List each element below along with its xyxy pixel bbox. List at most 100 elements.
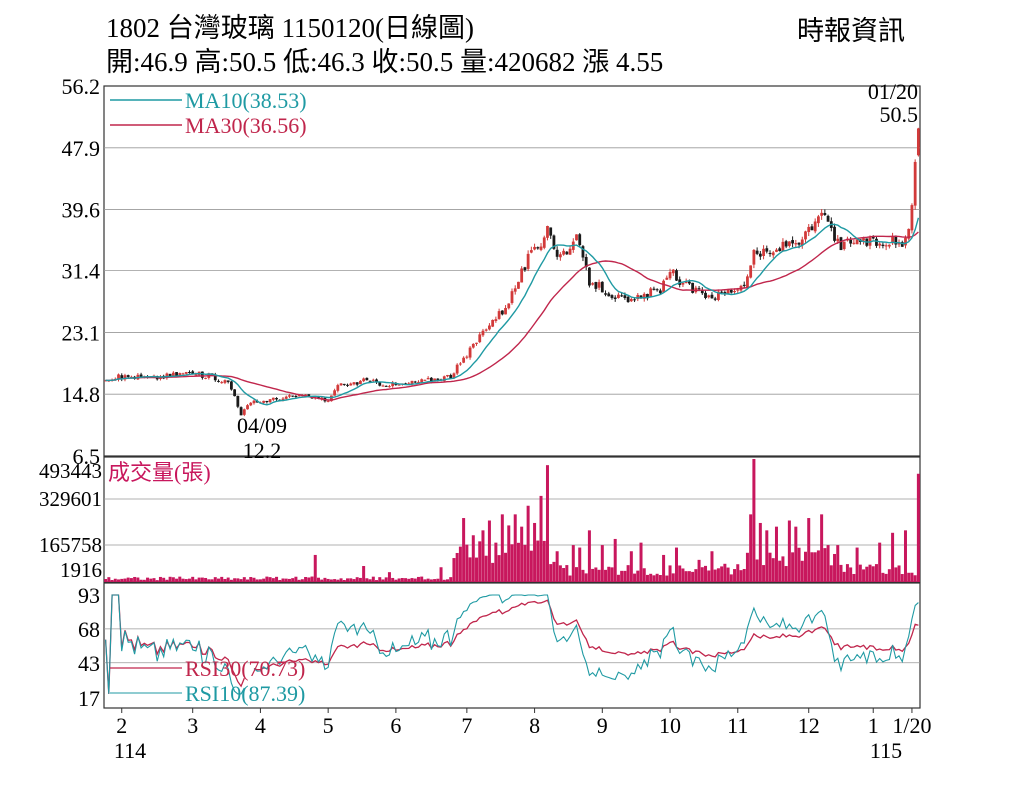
volume-bar	[671, 573, 675, 582]
volume-bar	[907, 572, 911, 582]
volume-bar	[733, 569, 737, 582]
candle-body	[304, 394, 307, 396]
volume-bar	[197, 577, 201, 582]
volume-bar	[887, 569, 891, 582]
volume-bar	[700, 567, 704, 582]
volume-bar	[674, 547, 678, 582]
candle-body	[755, 250, 759, 254]
candle-body	[726, 289, 730, 294]
candle-body	[662, 280, 665, 293]
candle-body	[762, 248, 765, 256]
volume-bar	[458, 546, 462, 582]
volume-bar	[465, 544, 469, 582]
volume-bar	[375, 580, 379, 582]
candle-body	[126, 375, 130, 377]
candle-body	[588, 267, 591, 286]
volume-bar	[823, 548, 827, 582]
candle-body	[346, 384, 349, 386]
volume-bar	[874, 564, 878, 582]
volume-bar	[778, 560, 782, 582]
volume-bar	[107, 577, 111, 582]
volume-bar	[504, 552, 508, 582]
candle-body	[481, 330, 485, 336]
volume-bar	[181, 578, 185, 582]
volume-bar	[713, 569, 717, 582]
volume-bar	[371, 576, 375, 582]
volume-bar	[555, 551, 559, 582]
volume-bar	[387, 572, 391, 582]
candle-body	[284, 396, 288, 399]
candle-body	[497, 311, 501, 319]
candle-body	[639, 295, 643, 299]
candle-body	[297, 395, 301, 397]
volume-bar	[591, 568, 595, 582]
volume-bar	[649, 573, 653, 582]
volume-bar	[133, 576, 137, 582]
volume-bar	[478, 541, 482, 582]
candle-body	[758, 253, 762, 257]
candle-body	[900, 242, 904, 247]
volume-bar	[491, 562, 495, 582]
volume-bar	[578, 547, 582, 582]
rsi10-line	[253, 594, 919, 681]
candle-body	[188, 372, 191, 374]
volume-bar	[865, 566, 869, 582]
volume-bar	[655, 573, 659, 582]
candle-body	[249, 402, 253, 406]
ma10-legend-label: MA10(38.53)	[185, 88, 307, 113]
volume-bar	[191, 576, 195, 582]
volume-bar	[658, 575, 662, 582]
volume-bar	[117, 579, 121, 582]
candle-body	[626, 296, 630, 303]
x-tick-label: 5	[323, 713, 334, 738]
volume-bar	[291, 578, 295, 582]
candle-body	[117, 374, 120, 380]
volume-bar	[520, 526, 524, 582]
candle-body	[842, 241, 846, 250]
candle-body	[342, 383, 346, 385]
candle-body	[804, 231, 807, 240]
candle-body	[471, 343, 475, 348]
volume-bar	[268, 577, 272, 582]
candle-body	[707, 295, 711, 298]
volume-bar	[165, 579, 169, 582]
candle-body	[633, 299, 636, 301]
volume-bar	[416, 576, 420, 582]
candle-body	[275, 398, 278, 400]
volume-bar	[878, 542, 882, 582]
candle-body	[878, 243, 882, 246]
candle-body	[184, 372, 188, 374]
volume-tick-label: 329601	[39, 487, 102, 511]
candle-body	[355, 382, 359, 385]
candle-body	[359, 380, 362, 385]
volume-bar	[704, 565, 708, 582]
volume-bar	[426, 578, 430, 582]
candle-body	[849, 239, 853, 244]
volume-bar	[394, 579, 398, 582]
volume-bar	[381, 579, 385, 582]
candle-body	[478, 334, 482, 343]
rsi10-line	[105, 594, 245, 695]
candle-body	[229, 381, 233, 390]
candle-body	[649, 288, 653, 298]
volume-bar	[455, 552, 459, 582]
candle-body	[500, 310, 504, 315]
candle-body	[139, 374, 143, 378]
volume-bar	[736, 564, 740, 582]
candle-body	[675, 270, 678, 281]
volume-bar	[110, 580, 114, 582]
volume-bar	[162, 577, 166, 582]
volume-bar	[204, 577, 208, 582]
volume-bar	[587, 530, 591, 582]
candle-body	[852, 242, 856, 244]
price-stats: 開:46.9 高:50.5 低:46.3 收:50.5 量:420682 漲 4…	[106, 47, 664, 77]
volume-bar	[226, 577, 230, 582]
volume-bar	[723, 563, 727, 582]
candle-body	[562, 250, 566, 255]
candle-body	[220, 382, 224, 384]
volume-bar	[836, 545, 840, 582]
volume-bar	[542, 540, 546, 582]
volume-bar	[400, 578, 404, 582]
candle-body	[194, 374, 198, 376]
x-tick-label: 1/20	[892, 713, 931, 738]
